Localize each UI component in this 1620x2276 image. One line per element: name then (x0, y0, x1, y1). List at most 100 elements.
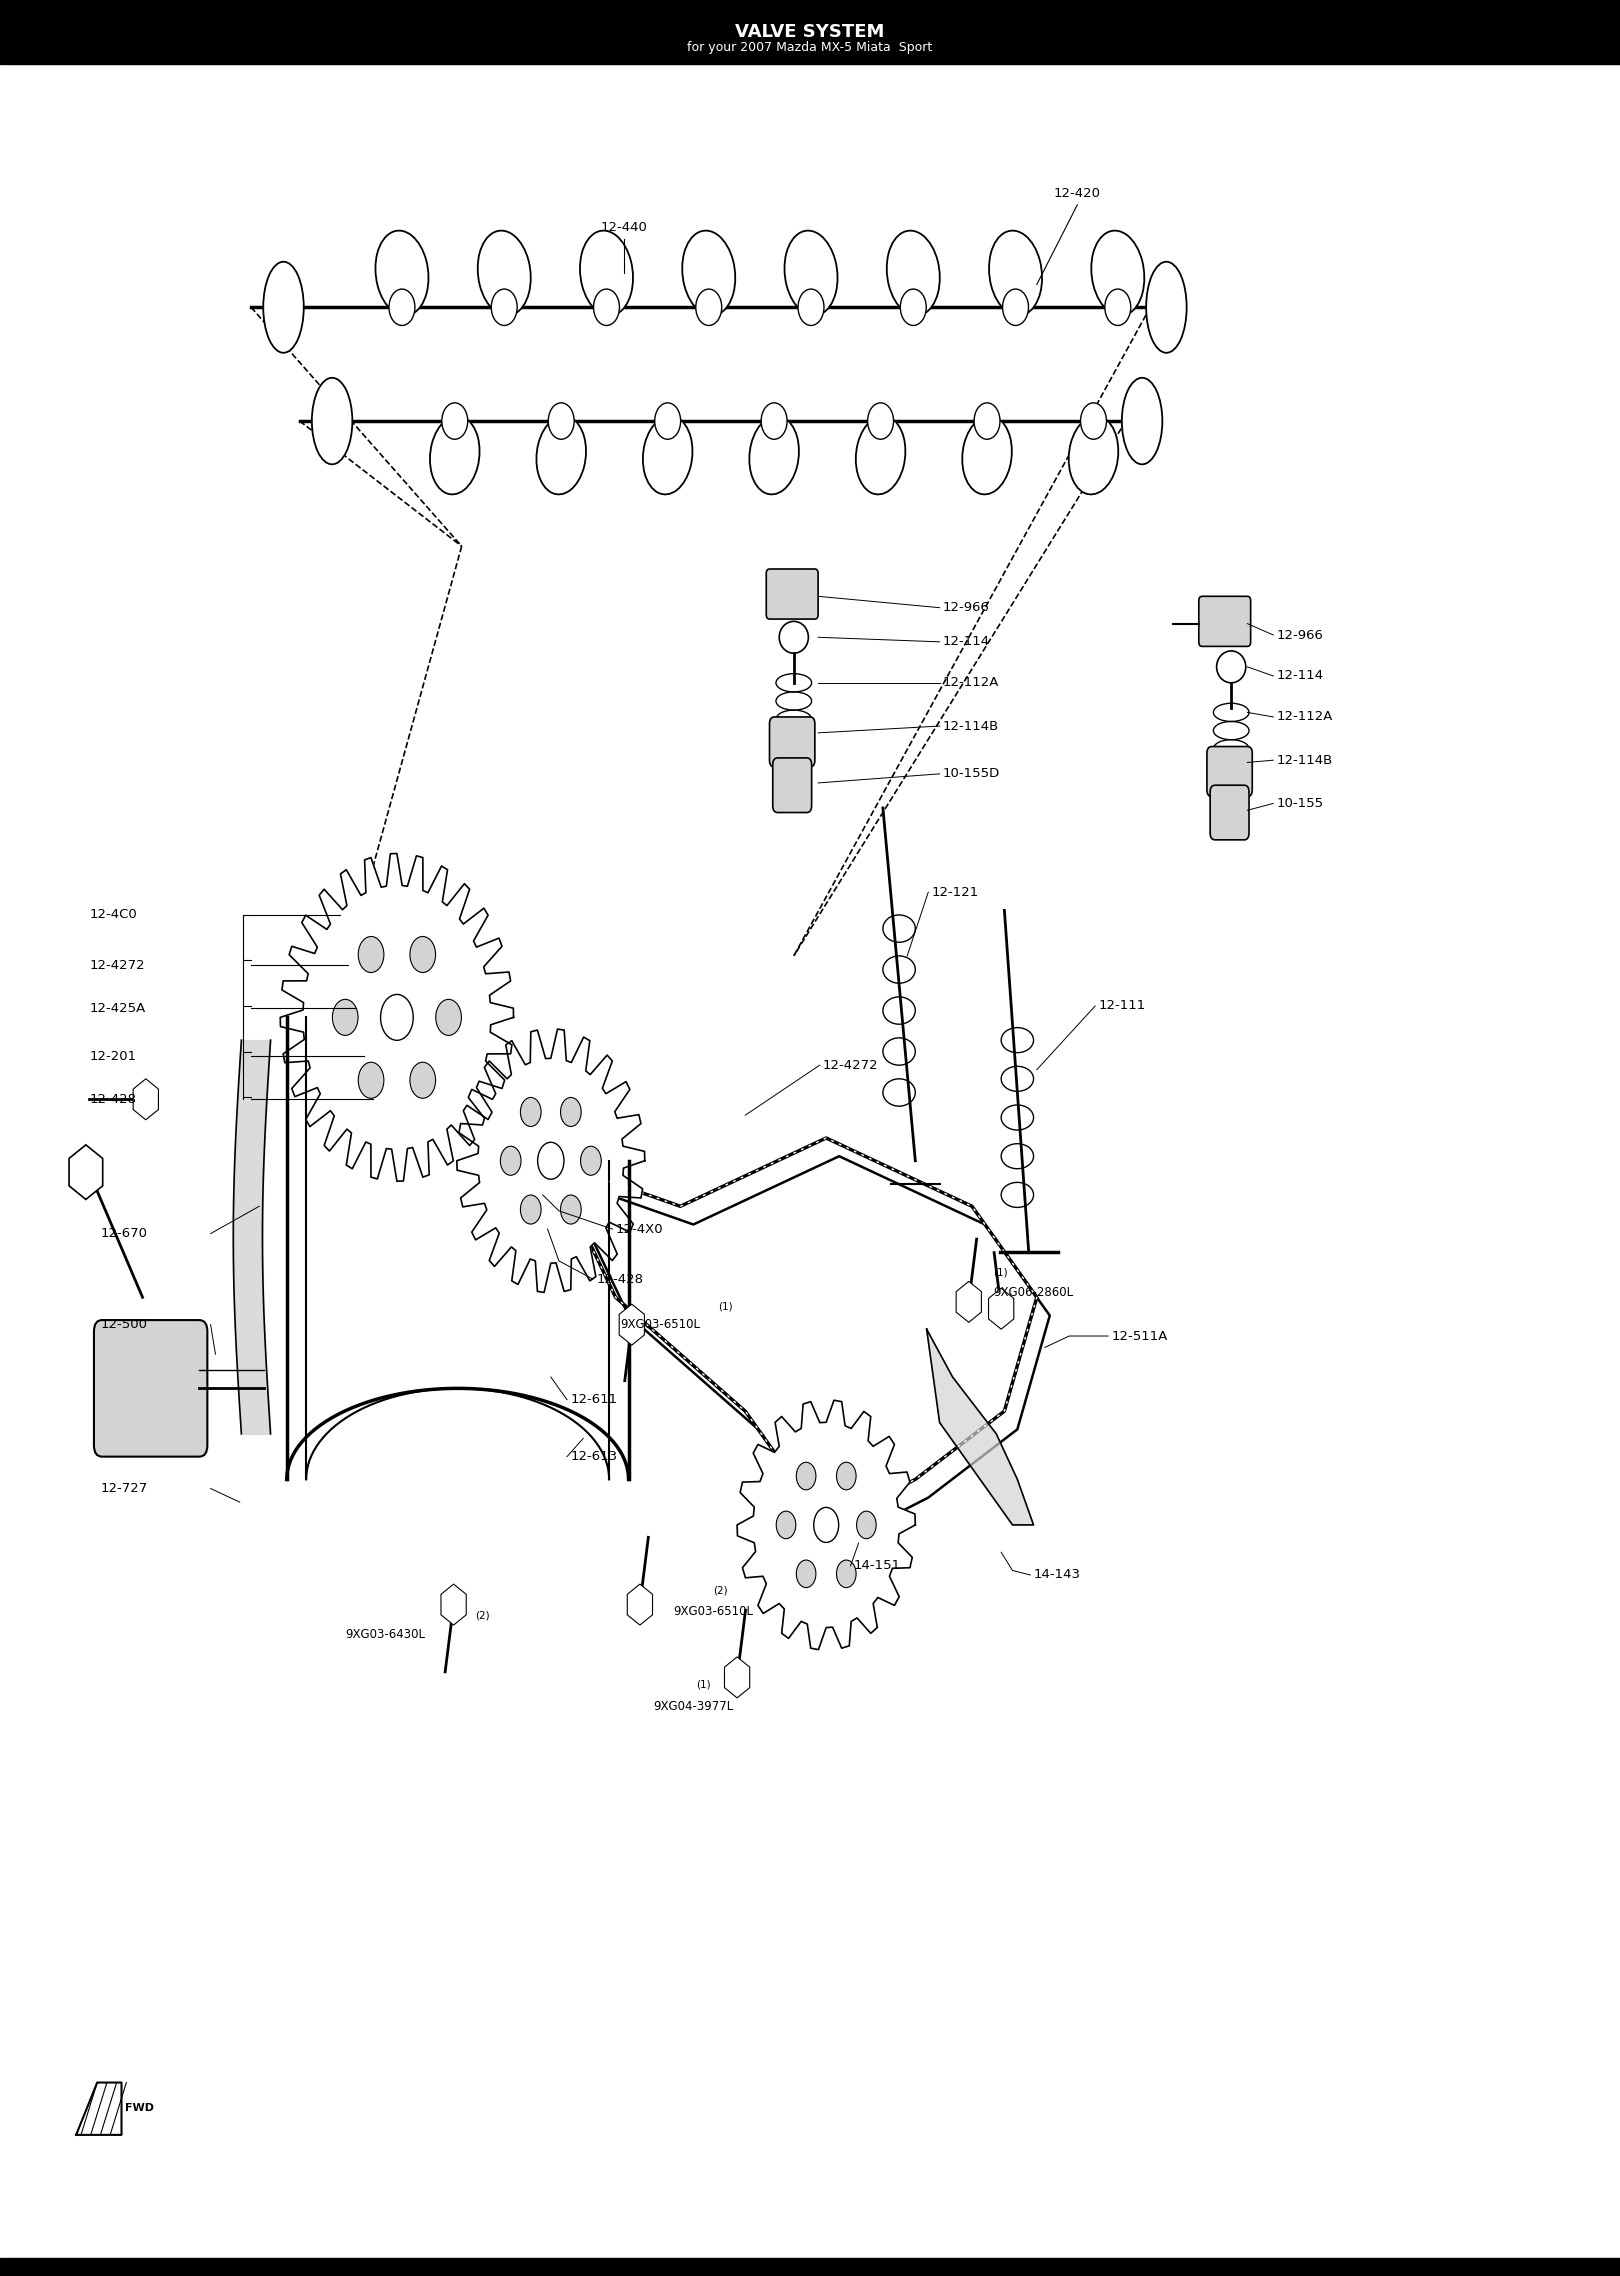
Polygon shape (76, 2083, 122, 2135)
Text: 9XG06-2860L: 9XG06-2860L (993, 1286, 1072, 1300)
Text: 10-155: 10-155 (1277, 797, 1324, 810)
Text: 12-613: 12-613 (570, 1450, 617, 1463)
Text: (2): (2) (713, 1586, 727, 1595)
Circle shape (358, 935, 384, 972)
Ellipse shape (886, 230, 940, 316)
Text: 12-111: 12-111 (1098, 999, 1145, 1013)
Circle shape (580, 1147, 601, 1174)
Circle shape (491, 289, 517, 325)
Text: 10-155D: 10-155D (943, 767, 1000, 781)
Text: 12-611: 12-611 (570, 1393, 617, 1407)
Circle shape (1105, 289, 1131, 325)
Circle shape (901, 289, 927, 325)
Text: 9XG04-3977L: 9XG04-3977L (653, 1700, 734, 1714)
Circle shape (695, 289, 721, 325)
Text: 12-4272: 12-4272 (89, 958, 144, 972)
Bar (0, 0, 1620, 64)
Ellipse shape (1217, 651, 1246, 683)
Text: 9XG03-6510L: 9XG03-6510L (620, 1318, 700, 1331)
Ellipse shape (478, 230, 531, 316)
Ellipse shape (643, 417, 692, 494)
Ellipse shape (262, 262, 305, 353)
Ellipse shape (988, 230, 1042, 316)
FancyBboxPatch shape (773, 758, 812, 813)
FancyBboxPatch shape (766, 569, 818, 619)
Ellipse shape (311, 378, 352, 464)
Ellipse shape (750, 417, 799, 494)
Text: VALVE SYSTEM: VALVE SYSTEM (735, 23, 885, 41)
Circle shape (836, 1559, 855, 1589)
Circle shape (561, 1195, 582, 1224)
Circle shape (868, 403, 894, 439)
Polygon shape (280, 854, 514, 1181)
Circle shape (1081, 403, 1106, 439)
Circle shape (520, 1195, 541, 1224)
Ellipse shape (536, 417, 586, 494)
Ellipse shape (682, 230, 735, 316)
Text: 12-670: 12-670 (100, 1227, 147, 1240)
Circle shape (836, 1461, 855, 1491)
Circle shape (538, 1143, 564, 1179)
Circle shape (442, 403, 468, 439)
Text: 12-4C0: 12-4C0 (89, 908, 136, 922)
Circle shape (797, 1461, 816, 1491)
Text: 12-425A: 12-425A (89, 1001, 146, 1015)
Ellipse shape (784, 230, 838, 316)
Circle shape (593, 289, 619, 325)
Text: 12-114B: 12-114B (943, 719, 1000, 733)
Text: 12-121: 12-121 (931, 885, 978, 899)
Text: 14-143: 14-143 (1034, 1568, 1081, 1582)
Circle shape (332, 999, 358, 1036)
Text: FWD: FWD (125, 2103, 154, 2112)
Circle shape (654, 403, 680, 439)
FancyBboxPatch shape (94, 1320, 207, 1457)
Circle shape (436, 999, 462, 1036)
Text: 12-511A: 12-511A (1111, 1329, 1168, 1343)
Text: 9XG03-6430L: 9XG03-6430L (345, 1627, 426, 1641)
Ellipse shape (1092, 230, 1144, 316)
Circle shape (410, 1063, 436, 1099)
Polygon shape (927, 1329, 1034, 1525)
Ellipse shape (429, 417, 480, 494)
Text: 12-420: 12-420 (1053, 187, 1102, 200)
Bar (0, 2258, 1620, 2276)
Circle shape (761, 403, 787, 439)
Text: 12-428: 12-428 (596, 1272, 643, 1286)
Circle shape (501, 1147, 522, 1174)
Text: 12-966: 12-966 (1277, 628, 1324, 642)
Text: 12-112A: 12-112A (943, 676, 1000, 690)
Ellipse shape (1145, 262, 1186, 353)
Polygon shape (737, 1400, 915, 1650)
Circle shape (561, 1097, 582, 1127)
Text: 12-114: 12-114 (943, 635, 990, 649)
Text: 12-4272: 12-4272 (823, 1058, 878, 1072)
Circle shape (548, 403, 573, 439)
Text: 12-428: 12-428 (89, 1092, 136, 1106)
Circle shape (1003, 289, 1029, 325)
Text: for your 2007 Mazda MX-5 Miata  Sport: for your 2007 Mazda MX-5 Miata Sport (687, 41, 933, 55)
Text: 12-114B: 12-114B (1277, 753, 1333, 767)
FancyBboxPatch shape (770, 717, 815, 767)
Circle shape (776, 1511, 795, 1539)
Ellipse shape (376, 230, 429, 316)
Circle shape (857, 1511, 876, 1539)
Circle shape (813, 1507, 839, 1543)
Text: (1): (1) (993, 1268, 1008, 1277)
Circle shape (799, 289, 825, 325)
Ellipse shape (962, 417, 1012, 494)
Text: 12-440: 12-440 (601, 221, 646, 234)
Text: 12-500: 12-500 (100, 1318, 147, 1331)
Text: 12-727: 12-727 (100, 1482, 147, 1495)
Ellipse shape (855, 417, 906, 494)
Polygon shape (457, 1029, 645, 1293)
Ellipse shape (580, 230, 633, 316)
Ellipse shape (1069, 417, 1118, 494)
Circle shape (974, 403, 1000, 439)
FancyBboxPatch shape (1207, 747, 1252, 797)
Text: (1): (1) (697, 1680, 711, 1689)
Text: 12-114: 12-114 (1277, 669, 1324, 683)
Text: 14-151: 14-151 (854, 1559, 901, 1573)
Circle shape (410, 935, 436, 972)
Text: (2): (2) (475, 1611, 489, 1621)
Text: 12-4X0: 12-4X0 (616, 1222, 663, 1236)
